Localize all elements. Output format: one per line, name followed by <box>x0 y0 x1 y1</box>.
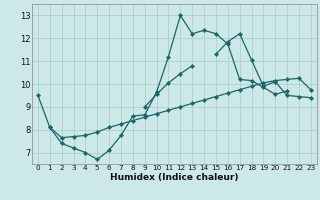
X-axis label: Humidex (Indice chaleur): Humidex (Indice chaleur) <box>110 173 239 182</box>
